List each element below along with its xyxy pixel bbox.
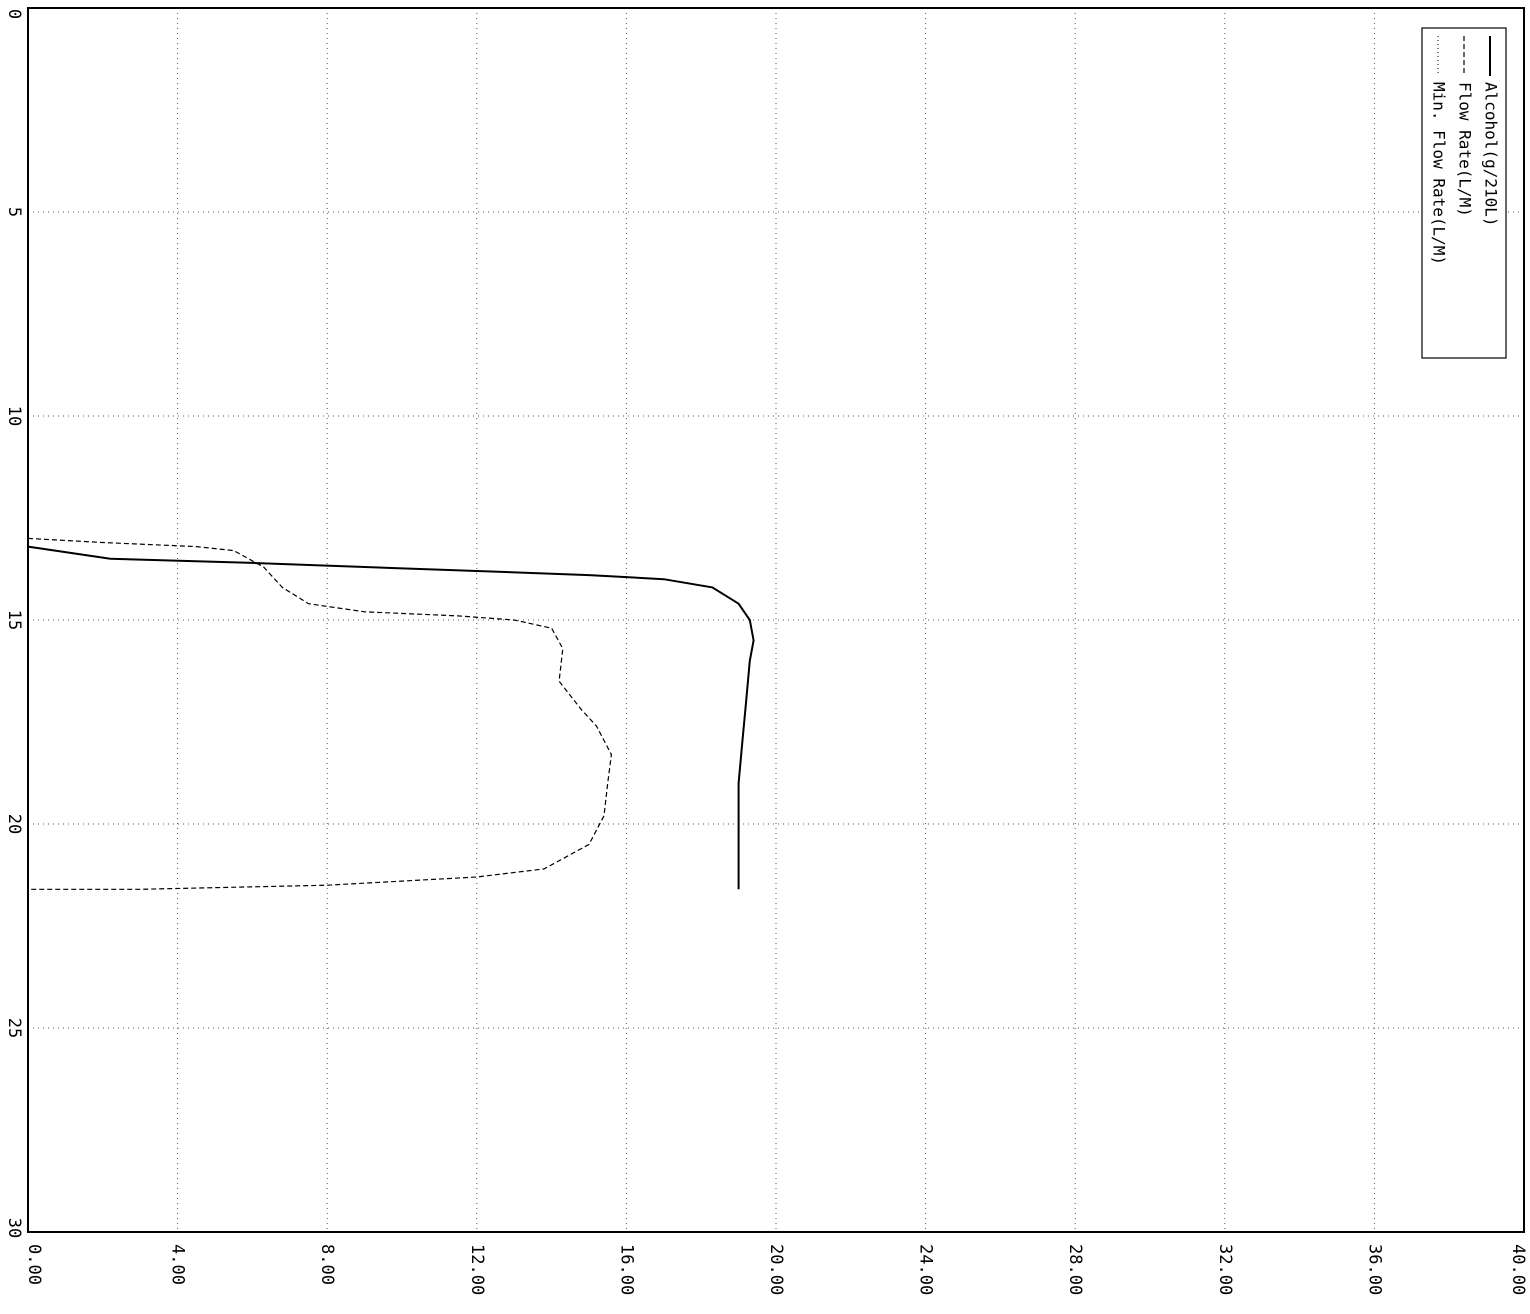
value-tick-label: 16.00: [616, 1244, 636, 1295]
time-tick-label: 30: [4, 1218, 24, 1238]
series-layer: [27, 537, 755, 890]
series-line-solid: [27, 545, 755, 890]
value-tick-label: 8.00: [317, 1244, 337, 1285]
value-tick-label: 12.00: [467, 1244, 487, 1295]
value-tick-label: 4.00: [168, 1244, 188, 1285]
value-tick-label: 36.00: [1364, 1244, 1384, 1295]
value-tick-label: 32.00: [1215, 1244, 1235, 1295]
time-tick-label: 25: [4, 1018, 24, 1038]
plot-frame: [27, 7, 1525, 1233]
legend-box: [1421, 27, 1507, 359]
value-tick-label: 0.00: [24, 1244, 44, 1285]
tick-labels: 0.00 4.00 8.00 12.00 16.00 20.00 24.00 28.00 32.…: [4, 9, 1528, 1295]
value-tick-label: 24.00: [916, 1244, 936, 1295]
time-tick-label: 20: [4, 814, 24, 834]
grid-layer: [28, 8, 1524, 1232]
value-tick-label: 40.00: [1508, 1244, 1528, 1295]
legend-label: Flow Rate(L/M): [1456, 82, 1475, 217]
series-line-dashed: [27, 537, 613, 890]
legend-label: Min. Flow Rate(L/M): [1430, 82, 1449, 265]
time-tick-label: 15: [4, 610, 24, 630]
legend-label: Alcohol(g/210L): [1482, 82, 1501, 227]
value-tick-label: 28.00: [1065, 1244, 1085, 1295]
legend: Alcohol(g/210L) Flow Rate(L/M) Min. Flow R…: [1421, 27, 1507, 359]
value-tick-label: 20.00: [766, 1244, 786, 1295]
time-tick-label: 5: [4, 207, 24, 217]
time-tick-label: 0: [4, 9, 24, 19]
time-tick-label: 10: [4, 406, 24, 426]
